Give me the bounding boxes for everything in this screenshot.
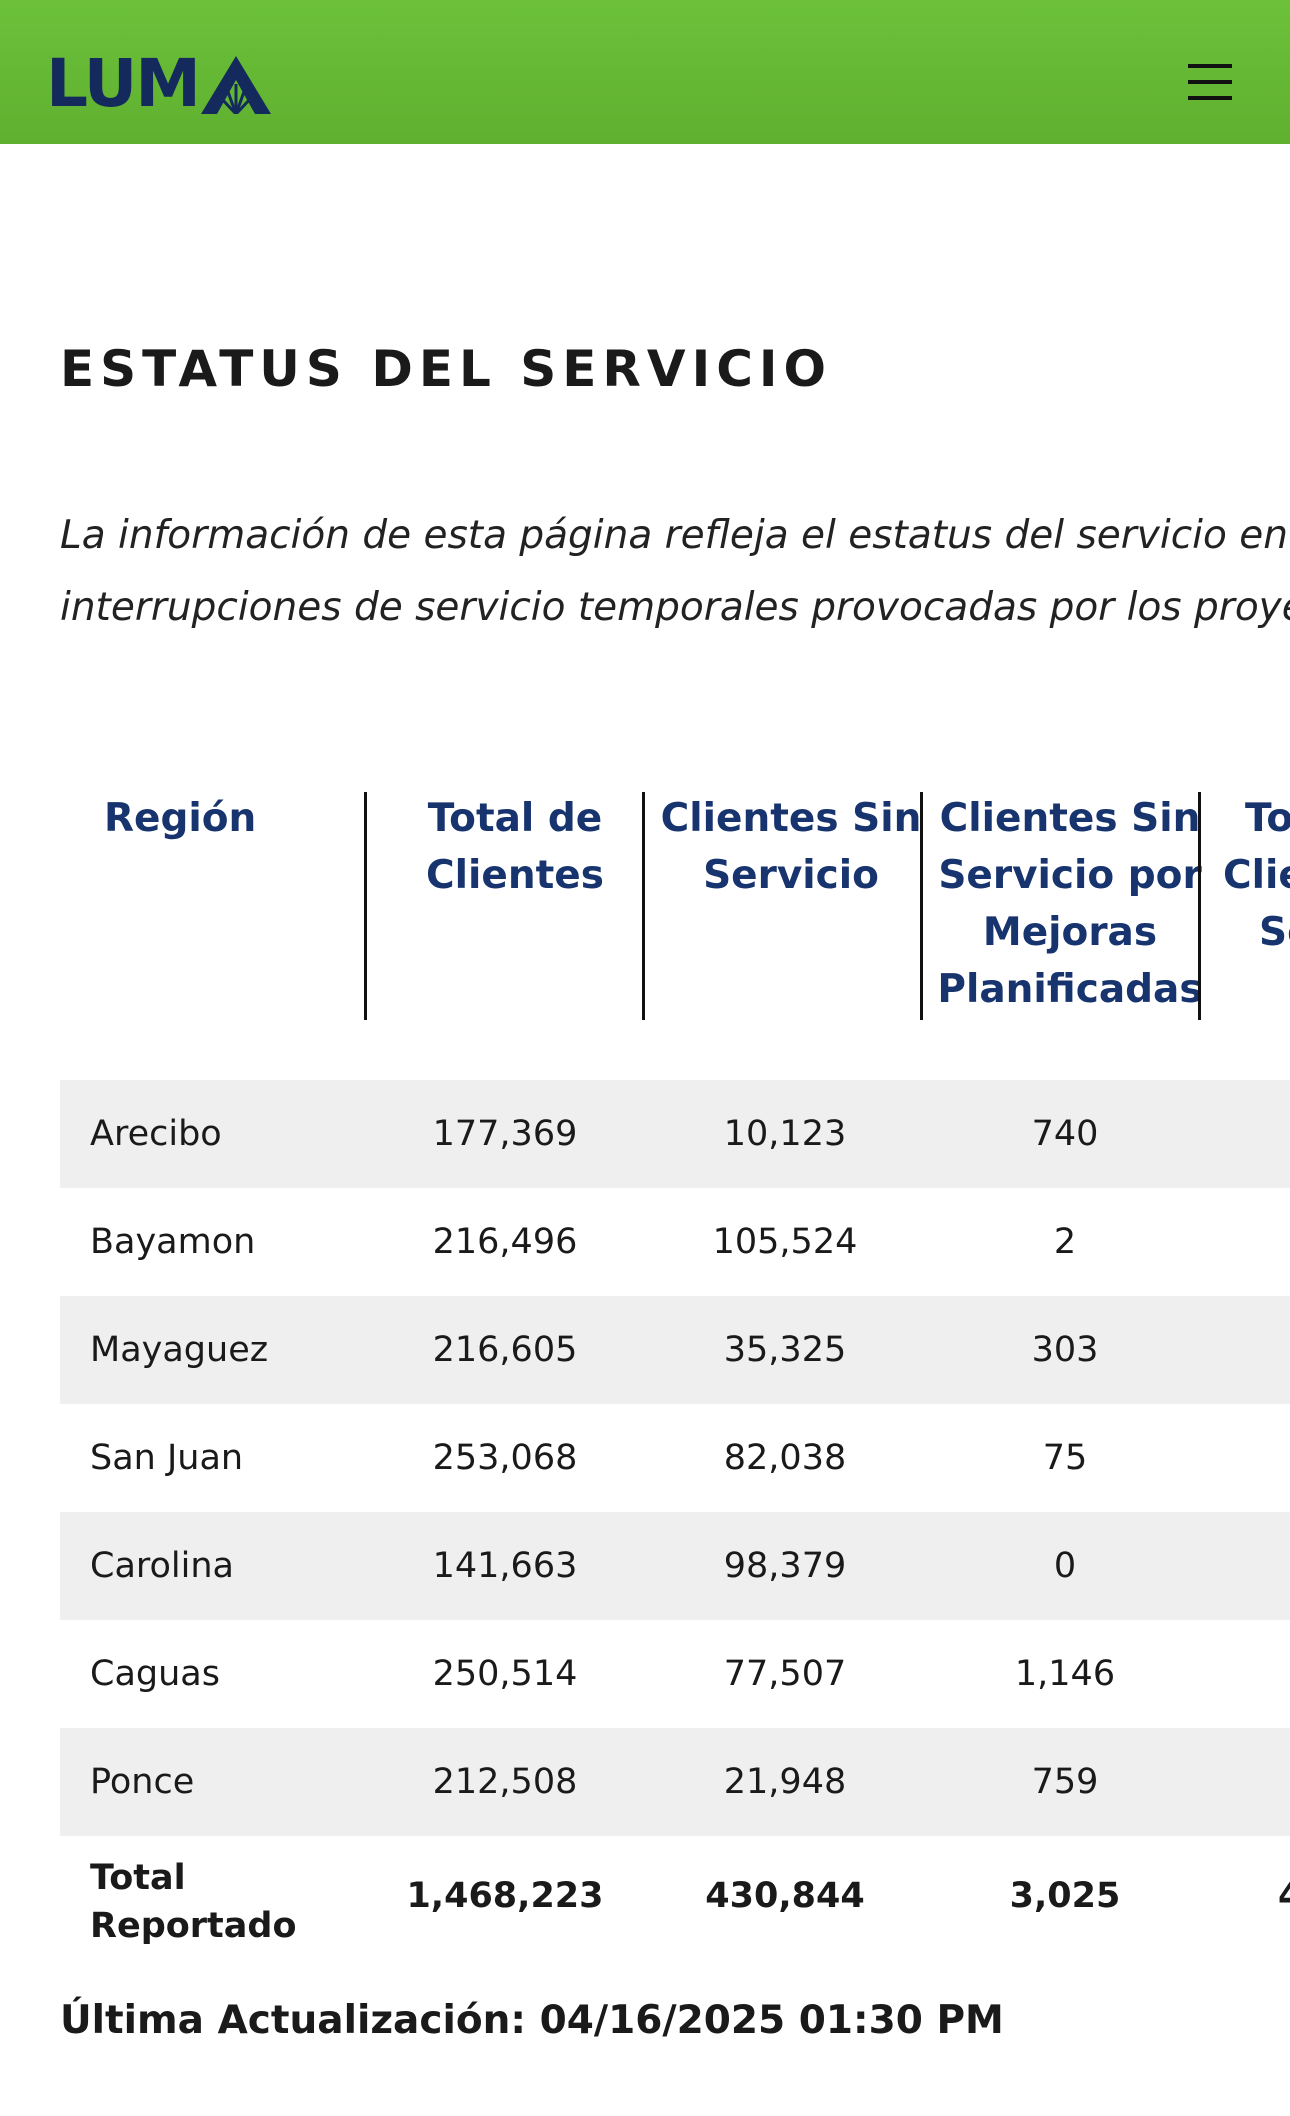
cell-mejoras: 3,025 bbox=[1009, 1876, 1121, 1916]
cell-total: 212,508 bbox=[432, 1762, 578, 1802]
cell-region: Arecibo bbox=[90, 1114, 222, 1154]
total-label: Total Reportado bbox=[90, 1858, 297, 1946]
column-divider bbox=[1198, 792, 1201, 1020]
cell-total: 253,068 bbox=[432, 1438, 578, 1478]
cell-sin-servicio: 77,507 bbox=[723, 1654, 847, 1694]
intro-paragraph: La información de esta página refleja el… bbox=[60, 500, 1290, 644]
table-row: Bayamon 216,496 105,524 2 bbox=[60, 1188, 1290, 1296]
total-row: Total Reportado 1,468,223 430,844 3,025 … bbox=[60, 1836, 1290, 1956]
header-total-clientes: Total de Clientes bbox=[426, 796, 604, 898]
column-divider bbox=[364, 792, 367, 1020]
cell-region: Caguas bbox=[90, 1654, 220, 1694]
table-row: Ponce 212,508 21,948 759 bbox=[60, 1728, 1290, 1836]
cell-mejoras: 1,146 bbox=[1014, 1654, 1116, 1694]
table-row: San Juan 253,068 82,038 75 bbox=[60, 1404, 1290, 1512]
hamburger-menu-icon[interactable] bbox=[1180, 58, 1240, 106]
intro-line: La información de esta página refleja el… bbox=[60, 513, 1290, 558]
cell-region: Carolina bbox=[90, 1546, 234, 1586]
table-row: Mayaguez 216,605 35,325 303 bbox=[60, 1296, 1290, 1404]
header-region: Región bbox=[104, 796, 257, 841]
table-row: Arecibo 177,369 10,123 740 bbox=[60, 1080, 1290, 1188]
table-header: Región Total de Clientes Clientes Sin Se… bbox=[60, 780, 1290, 1020]
column-divider bbox=[642, 792, 645, 1020]
cell-mejoras: 0 bbox=[1053, 1546, 1077, 1586]
cell-total: 216,496 bbox=[432, 1222, 578, 1262]
cell-mejoras: 303 bbox=[1031, 1330, 1099, 1370]
last-updated: Última Actualización: 04/16/2025 01:30 P… bbox=[60, 1998, 1004, 2043]
cell-total: 216,605 bbox=[432, 1330, 578, 1370]
cell-sin-servicio: 21,948 bbox=[723, 1762, 847, 1802]
cell-total: 1,468,223 bbox=[406, 1876, 604, 1916]
cell-total: 141,663 bbox=[432, 1546, 578, 1586]
cell-mejoras: 759 bbox=[1031, 1762, 1099, 1802]
cell-mejoras: 740 bbox=[1031, 1114, 1099, 1154]
logo-text: LUM bbox=[46, 45, 201, 122]
cell-sin-servicio: 82,038 bbox=[723, 1438, 847, 1478]
cell-mejoras: 2 bbox=[1053, 1222, 1077, 1262]
cell-region: San Juan bbox=[90, 1438, 244, 1478]
cell-sin-servicio: 430,844 bbox=[705, 1876, 865, 1916]
cell-region: Ponce bbox=[90, 1762, 195, 1802]
cell-region: Bayamon bbox=[90, 1222, 256, 1262]
cell-fifth-partial: 4 bbox=[1278, 1836, 1290, 1956]
cell-total: 250,514 bbox=[432, 1654, 578, 1694]
table-row: Carolina 141,663 98,379 0 bbox=[60, 1512, 1290, 1620]
cell-sin-servicio: 35,325 bbox=[723, 1330, 847, 1370]
cell-mejoras: 75 bbox=[1042, 1438, 1088, 1478]
intro-line: interrupciones de servicio temporales pr… bbox=[60, 585, 1290, 630]
page-title: ESTATUS DEL SERVICIO bbox=[60, 340, 833, 398]
table-row: Caguas 250,514 77,507 1,146 bbox=[60, 1620, 1290, 1728]
service-status-table: Región Total de Clientes Clientes Sin Se… bbox=[60, 780, 1290, 1970]
site-header: LUM bbox=[0, 0, 1290, 144]
header-clientes-sin-servicio: Clientes Sin Servicio bbox=[660, 796, 922, 898]
cell-total: 177,369 bbox=[432, 1114, 578, 1154]
logo-sunburst-a-icon bbox=[200, 56, 271, 114]
luma-logo[interactable]: LUM bbox=[46, 45, 271, 122]
cell-region: Mayaguez bbox=[90, 1330, 269, 1370]
column-divider bbox=[920, 792, 923, 1020]
header-mejoras-planificadas: Clientes Sin Servicio por Mejoras Planif… bbox=[937, 796, 1203, 1012]
header-fifth-column-partial: To Clie Se bbox=[1223, 796, 1290, 955]
cell-sin-servicio: 10,123 bbox=[723, 1114, 847, 1154]
cell-sin-servicio: 105,524 bbox=[712, 1222, 858, 1262]
cell-sin-servicio: 98,379 bbox=[723, 1546, 847, 1586]
